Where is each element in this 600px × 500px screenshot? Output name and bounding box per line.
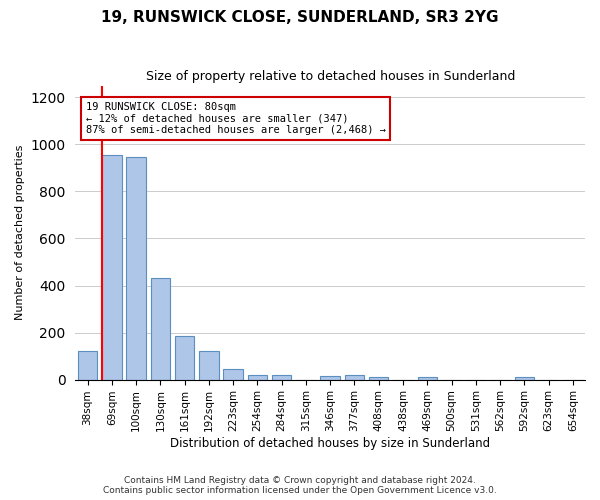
Bar xyxy=(78,352,97,380)
X-axis label: Distribution of detached houses by size in Sunderland: Distribution of detached houses by size … xyxy=(170,437,490,450)
Bar xyxy=(102,155,122,380)
Bar xyxy=(199,352,218,380)
Bar xyxy=(418,377,437,380)
Text: Contains HM Land Registry data © Crown copyright and database right 2024.
Contai: Contains HM Land Registry data © Crown c… xyxy=(103,476,497,495)
Bar xyxy=(272,375,292,380)
Title: Size of property relative to detached houses in Sunderland: Size of property relative to detached ho… xyxy=(146,70,515,83)
Y-axis label: Number of detached properties: Number of detached properties xyxy=(15,145,25,320)
Bar xyxy=(369,377,388,380)
Bar xyxy=(223,369,243,380)
Bar xyxy=(515,377,534,380)
Bar xyxy=(175,336,194,380)
Bar xyxy=(127,158,146,380)
Text: 19, RUNSWICK CLOSE, SUNDERLAND, SR3 2YG: 19, RUNSWICK CLOSE, SUNDERLAND, SR3 2YG xyxy=(101,10,499,25)
Bar xyxy=(345,375,364,380)
Bar xyxy=(248,375,267,380)
Bar xyxy=(151,278,170,380)
Bar xyxy=(320,376,340,380)
Text: 19 RUNSWICK CLOSE: 80sqm
← 12% of detached houses are smaller (347)
87% of semi-: 19 RUNSWICK CLOSE: 80sqm ← 12% of detach… xyxy=(86,102,386,135)
